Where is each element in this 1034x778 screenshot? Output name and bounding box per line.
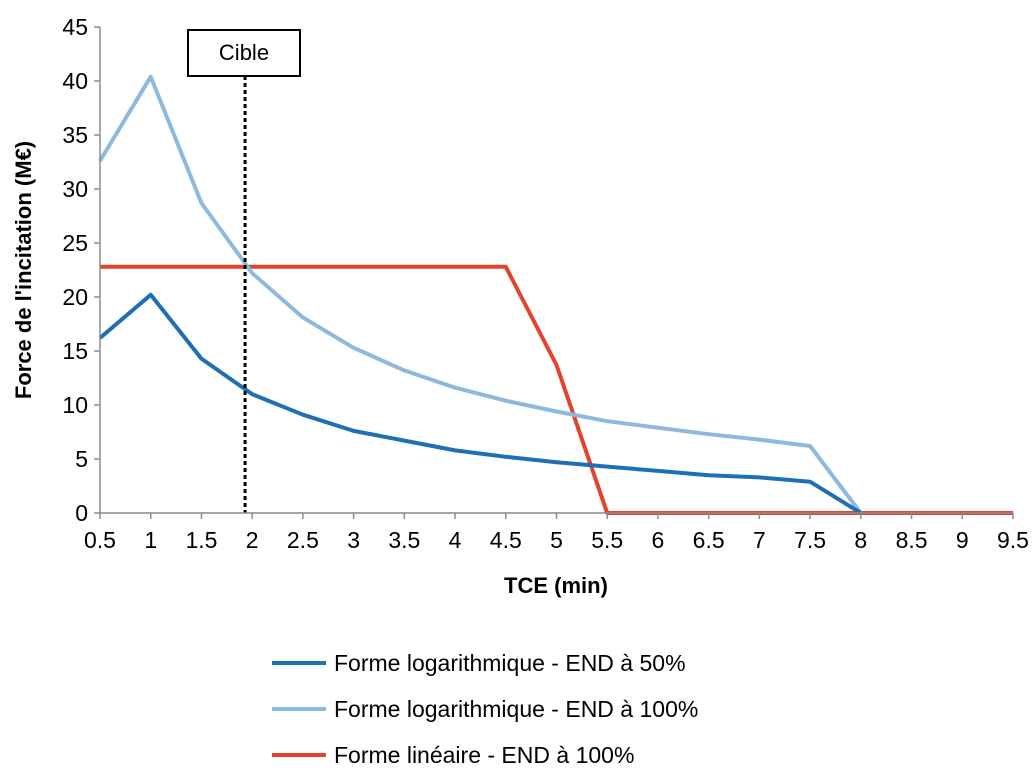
y-axis-ticks: 0 5 10 15 20 25 30 35 40 45 bbox=[62, 14, 100, 526]
x-tick-label: 9 bbox=[956, 527, 969, 553]
x-tick-label: 7 bbox=[753, 527, 766, 553]
x-axis-title: TCE (min) bbox=[504, 573, 608, 598]
x-tick-label: 8 bbox=[854, 527, 867, 553]
plot-area bbox=[98, 74, 1013, 515]
legend-swatch bbox=[272, 661, 326, 665]
legend-swatch bbox=[272, 753, 326, 757]
x-tick-label: 8.5 bbox=[896, 527, 928, 553]
x-tick-label: 0.5 bbox=[84, 527, 116, 553]
target-annotation-box bbox=[187, 29, 301, 77]
chart: Cible 0.5 1 1.5 2 2.5 3 3.5 4 4.5 5 5.5 6 6.5 7 7.5 8 8.… bbox=[11, 14, 1029, 598]
y-tick-label: 30 bbox=[62, 176, 88, 202]
legend-label: Forme linéaire - END à 100% bbox=[334, 741, 635, 768]
x-tick-label: 1 bbox=[144, 527, 157, 553]
legend-label: Forme logarithmique - END à 100% bbox=[334, 695, 699, 722]
y-axis-title: Force de l'incitation (M€) bbox=[11, 141, 36, 399]
y-tick-label: 15 bbox=[62, 338, 88, 364]
x-tick-label: 6 bbox=[652, 527, 665, 553]
legend-item-log-100: Forme logarithmique - END à 100% bbox=[272, 686, 698, 732]
x-tick-label: 2.5 bbox=[287, 527, 319, 553]
x-tick-label: 1.5 bbox=[185, 527, 217, 553]
x-tick-label: 9.5 bbox=[997, 527, 1029, 553]
y-tick-label: 40 bbox=[62, 68, 88, 94]
x-tick-label: 4 bbox=[449, 527, 462, 553]
legend-item-log-50: Forme logarithmique - END à 50% bbox=[272, 640, 698, 686]
x-axis-ticks: 0.5 1 1.5 2 2.5 3 3.5 4 4.5 5 5.5 6 6.5 7 7.5 8 8.5 9 9.5 bbox=[84, 513, 1029, 553]
legend-item-linear-100: Forme linéaire - END à 100% bbox=[272, 732, 698, 778]
y-tick-label: 35 bbox=[62, 122, 88, 148]
series-line-0 bbox=[98, 292, 862, 515]
y-tick-label: 5 bbox=[75, 446, 88, 472]
y-tick-label: 45 bbox=[62, 14, 88, 40]
x-tick-label: 3.5 bbox=[388, 527, 420, 553]
series-line-2 bbox=[100, 264, 1013, 515]
target-annotation-label: Cible bbox=[219, 40, 269, 65]
target-annotation: Cible bbox=[187, 29, 301, 77]
x-tick-label: 3 bbox=[347, 527, 360, 553]
y-tick-label: 0 bbox=[75, 500, 88, 526]
y-tick-label: 25 bbox=[62, 230, 88, 256]
legend-label: Forme logarithmique - END à 50% bbox=[334, 649, 686, 676]
legend-swatch bbox=[272, 707, 326, 711]
y-tick-label: 10 bbox=[62, 392, 88, 418]
legend: Forme logarithmique - END à 50% Forme lo… bbox=[272, 640, 698, 778]
x-tick-label: 7.5 bbox=[794, 527, 826, 553]
x-tick-label: 4.5 bbox=[490, 527, 522, 553]
y-tick-label: 20 bbox=[62, 284, 88, 310]
x-tick-label: 5 bbox=[550, 527, 563, 553]
series-line-1 bbox=[98, 74, 863, 515]
x-tick-label: 6.5 bbox=[693, 527, 725, 553]
x-tick-label: 2 bbox=[246, 527, 259, 553]
x-tick-label: 5.5 bbox=[591, 527, 623, 553]
